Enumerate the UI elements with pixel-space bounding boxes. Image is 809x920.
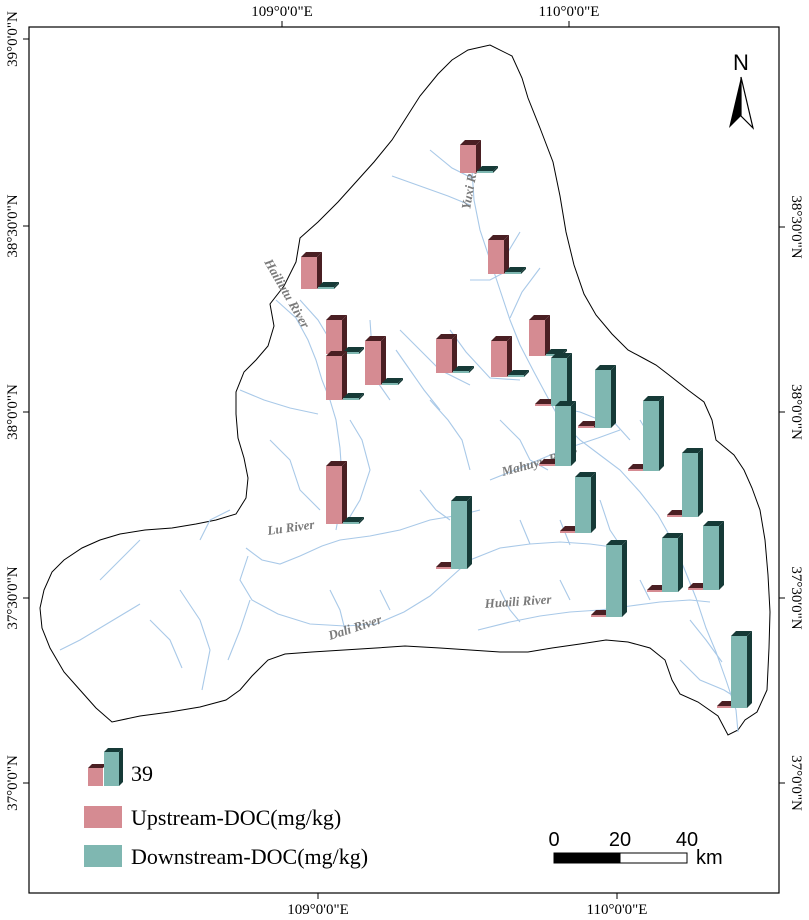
grid-label-right-4: 37°0'0"N xyxy=(788,755,804,811)
downstream-doc-bar xyxy=(451,496,472,569)
downstream-doc-bar xyxy=(606,540,627,617)
basin-boundary xyxy=(39,44,771,736)
river-label-huaili: Huaili River xyxy=(483,591,553,611)
grid-label-left-2: 38°30'0"N xyxy=(5,194,21,257)
downstream-doc-bar xyxy=(343,517,364,524)
downstream-doc-bar xyxy=(682,448,703,517)
grid-label-right-2: 38°0'0"N xyxy=(788,384,804,440)
doc-bar-layer xyxy=(301,140,752,708)
north-arrow-icon: N xyxy=(729,50,755,130)
legend-scale-value: 39 xyxy=(131,761,153,786)
grid-label-left-4: 37°30'0"N xyxy=(5,566,21,629)
downstream-doc-bar xyxy=(575,472,596,533)
grid-label-left-1: 39°0'0"N xyxy=(5,11,21,67)
downstream-doc-bar xyxy=(318,282,339,289)
scale-tick-40: 40 xyxy=(676,829,698,851)
upstream-doc-bar xyxy=(365,336,386,385)
grid-label-right-1: 38°30'0"N xyxy=(788,195,804,258)
legend-downstream-label: Downstream-DOC(mg/kg) xyxy=(131,844,368,869)
downstream-doc-bar xyxy=(343,347,364,354)
downstream-doc-bar xyxy=(555,401,576,466)
north-label: N xyxy=(733,50,749,75)
upstream-doc-bar xyxy=(488,235,509,274)
upstream-doc-bar xyxy=(326,461,347,524)
upstream-doc-bar xyxy=(436,334,457,373)
grid-label-bottom-1: 109°0'0"E xyxy=(287,902,349,918)
downstream-doc-bar xyxy=(343,393,364,400)
downstream-doc-bar xyxy=(382,378,403,385)
grid-label-bottom-2: 110°0'0"E xyxy=(587,902,648,918)
grid-label-left-3: 38°0'0"N xyxy=(5,384,21,440)
downstream-doc-bar xyxy=(595,365,616,428)
upstream-doc-bar xyxy=(301,252,322,289)
downstream-doc-bar xyxy=(551,353,572,406)
downstream-doc-bar xyxy=(508,370,529,377)
legend-downstream-swatch xyxy=(84,845,122,867)
scale-tick-20: 20 xyxy=(609,829,631,851)
legend: 39 Upstream-DOC(mg/kg) Downstream-DOC(mg… xyxy=(84,748,368,869)
upstream-doc-bar xyxy=(529,315,550,356)
legend-sample-bars xyxy=(88,748,123,786)
downstream-doc-bar xyxy=(703,521,724,590)
grid-ticks xyxy=(23,21,785,899)
grid-label-top-1: 109°0'0"E xyxy=(251,4,313,20)
upstream-doc-bar xyxy=(326,351,347,400)
downstream-doc-bar xyxy=(477,166,498,173)
downstream-doc-bar xyxy=(643,396,664,471)
downstream-doc-bar xyxy=(662,533,683,592)
legend-upstream-swatch xyxy=(84,806,122,828)
scale-bar: 0 20 40 km xyxy=(548,829,722,869)
grid-label-left-5: 37°0'0"N xyxy=(5,755,21,811)
upstream-doc-bar xyxy=(326,315,347,354)
downstream-doc-bar xyxy=(731,631,752,708)
map-frame xyxy=(28,26,780,894)
scale-tick-0: 0 xyxy=(548,829,559,851)
downstream-doc-bar xyxy=(505,267,526,274)
scale-unit: km xyxy=(696,847,723,869)
grid-label-top-2: 110°0'0"E xyxy=(539,4,600,20)
legend-upstream-label: Upstream-DOC(mg/kg) xyxy=(131,805,341,830)
upstream-doc-bar xyxy=(460,140,481,173)
upstream-doc-bar xyxy=(491,336,512,377)
grid-label-right-3: 37°30'0"N xyxy=(788,566,804,629)
downstream-doc-bar xyxy=(453,366,474,373)
river-label-lu: Lu River xyxy=(265,516,316,538)
